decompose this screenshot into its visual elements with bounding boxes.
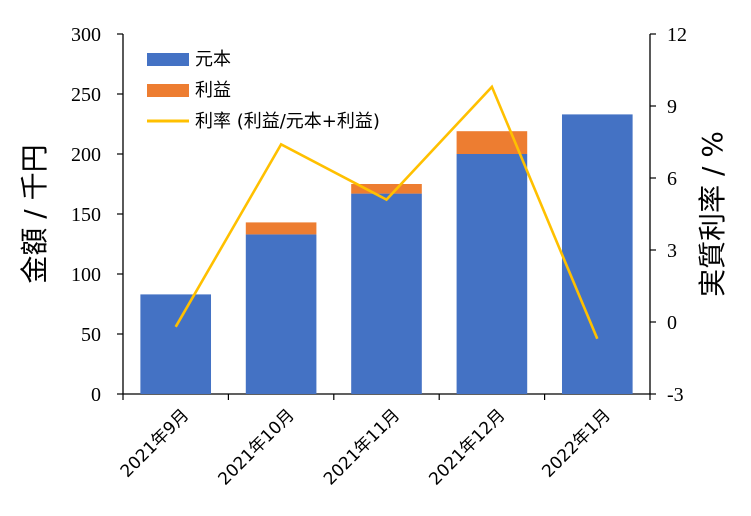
y-tick-label: 150 [71,204,101,226]
bar-principal-3 [456,154,528,394]
x-tick-label: 2021年11月 [320,405,404,489]
y-axis-title: 金額 / 千円 [18,144,51,283]
y2-tick-label: 9 [667,96,677,118]
bar-profit-3 [456,131,528,154]
bars-layer [140,114,633,395]
bar-principal-1 [245,234,317,394]
y-tick-label: 250 [71,84,101,106]
y2-axis-title: 実質利率 / % [696,131,729,297]
x-tick-label: 2021年9月 [117,405,193,481]
y-tick-label: 100 [71,264,101,286]
bar-principal-4 [561,114,633,395]
legend-swatch-profit [147,84,189,97]
y-tick-label: 50 [81,324,101,346]
legend-label-profit: 利益 [195,80,231,101]
y2-tick-label: 3 [667,240,677,262]
legend-label-principal: 元本 [195,49,231,70]
line-layer [174,84,599,340]
bar-principal-0 [140,294,212,394]
legend: 元本 利益 利率 (利益/元本+利益) [147,49,380,132]
legend-label-rate: 利率 (利益/元本+利益) [195,111,380,132]
bar-principal-2 [351,193,422,394]
legend-swatch-principal [147,53,189,66]
y2-tick-label: 12 [667,24,687,46]
y2-tick-label: -3 [667,384,684,406]
x-tick-label: 2021年10月 [215,405,299,489]
y2-tick-label: 6 [667,168,677,190]
x-tick-label: 2022年1月 [538,405,614,481]
x-tick-label: 2021年12月 [425,405,509,489]
y-tick-label: 300 [71,24,101,46]
y-tick-label: 200 [71,144,101,166]
bar-profit-1 [245,222,317,235]
y2-tick-label: 0 [667,312,677,334]
bar-profit-2 [351,184,422,194]
y-tick-label: 0 [91,384,101,406]
